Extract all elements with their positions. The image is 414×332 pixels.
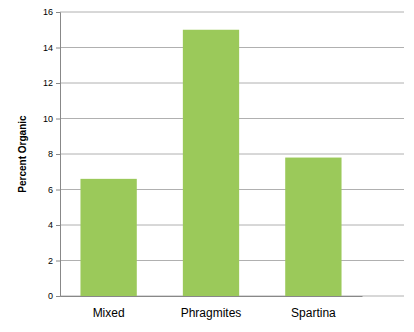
tick-label: Spartina (291, 306, 336, 320)
tick: 8 (48, 149, 60, 159)
grid (60, 12, 404, 296)
tick-label: Mixed (93, 306, 125, 320)
x-axis: Mixed Phragmites Spartina (61, 296, 363, 320)
axis-line (61, 296, 363, 297)
tick: 0 (48, 291, 60, 301)
tick: 4 (48, 220, 60, 230)
tick-mark (56, 119, 60, 120)
tick: 12 (43, 78, 60, 88)
tick-label: 6 (48, 185, 53, 195)
tick-mark (56, 154, 60, 155)
tick-label: 4 (48, 220, 53, 230)
tick-label: 2 (48, 256, 53, 266)
tick-label: Phragmites (181, 306, 242, 320)
tick-mark (56, 12, 60, 13)
tick: 10 (43, 114, 60, 124)
tick-mark (56, 296, 60, 297)
bar (285, 158, 341, 296)
tick-label: 0 (48, 291, 53, 301)
tick-mark (56, 225, 60, 226)
bars (80, 30, 341, 296)
tick: Mixed (93, 296, 125, 320)
tick: 14 (43, 43, 60, 53)
axis-line (56, 13, 61, 297)
tick: Spartina (291, 296, 336, 320)
tick: Phragmites (181, 296, 242, 320)
tick-mark (56, 48, 60, 49)
tick: 2 (48, 256, 60, 266)
chart: 0 2 4 6 8 10 12 14 16 Mixed Phragmites Spartina Perc… (0, 0, 414, 332)
bar (80, 179, 136, 296)
tick-label: 8 (48, 149, 53, 159)
tick-label: 16 (43, 7, 53, 17)
bar (183, 30, 239, 296)
tick-mark (56, 190, 60, 191)
y-axis: 0 2 4 6 8 10 12 14 16 (43, 7, 61, 301)
y-axis-title: Percent Organic (17, 115, 28, 193)
tick-mark (56, 261, 60, 262)
grid-line (60, 12, 404, 13)
tick-mark (56, 83, 60, 84)
tick: 6 (48, 185, 60, 195)
tick-label: 14 (43, 43, 53, 53)
tick-label: 10 (43, 114, 53, 124)
tick-label: 12 (43, 78, 53, 88)
tick: 16 (43, 7, 60, 17)
